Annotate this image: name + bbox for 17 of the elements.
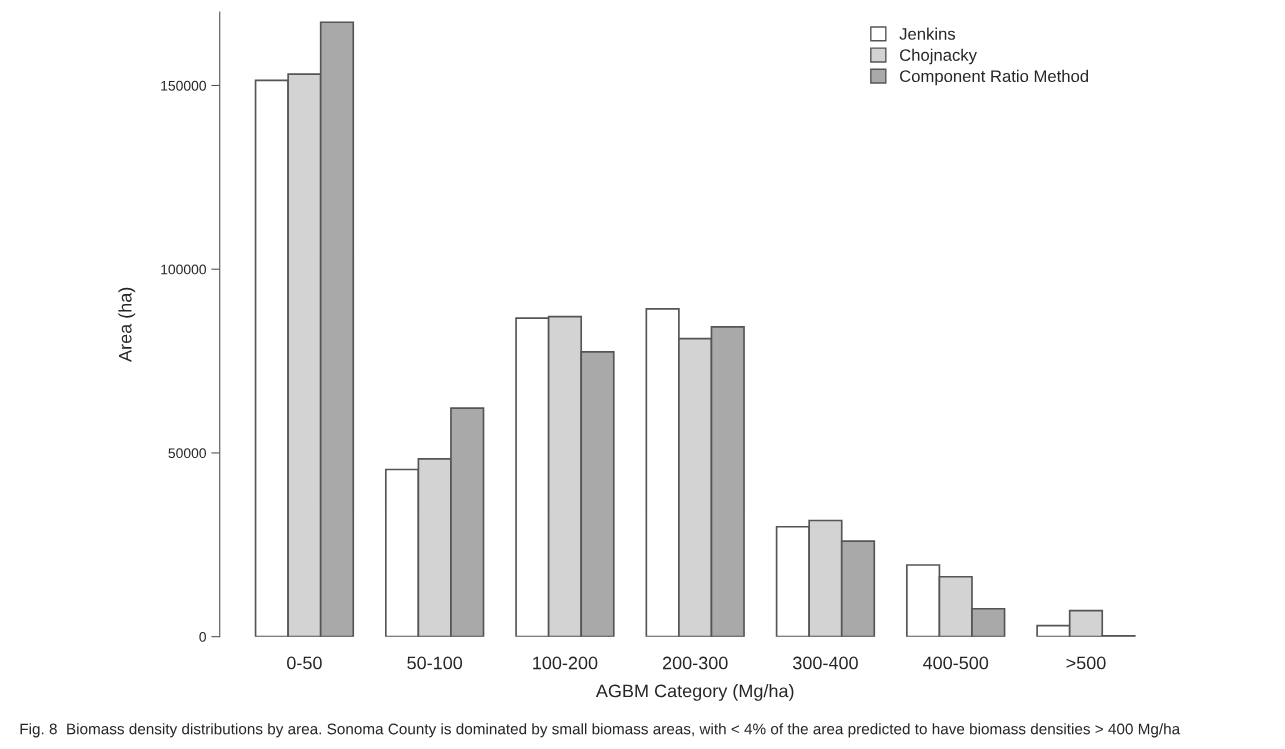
y-tick-label: 0: [199, 631, 206, 642]
y-tick-label: 150000: [161, 80, 206, 91]
x-tick-label: 100-200: [533, 656, 598, 670]
y-tick-label: 100000: [161, 264, 206, 275]
x-axis-title: AGBM Category (Mg/ha): [595, 684, 794, 701]
x-tick-label: 300-400: [793, 656, 858, 670]
caption: Fig. 8 Biomass density distributions by area. Sonoma County is dominated by small biomass areas, with < 4% of the area predicted to have biomass densities > 400 Mg/ha: [20, 723, 1181, 738]
x-tick-label: 0-50: [287, 656, 322, 670]
y-tick-label: 50000: [168, 448, 206, 459]
legend-label: Component Ratio Method: [900, 69, 1089, 86]
y-axis-title: Area (ha): [118, 287, 136, 362]
x-tick-label: 400-500: [922, 656, 989, 670]
legend-label: Jenkins: [899, 27, 956, 40]
x-tick-label: 200-300: [662, 656, 728, 670]
x-tick-label: 50-100: [407, 656, 463, 670]
x-tick-label: >500: [1066, 656, 1106, 670]
legend-label: Chojnacky: [900, 48, 977, 65]
